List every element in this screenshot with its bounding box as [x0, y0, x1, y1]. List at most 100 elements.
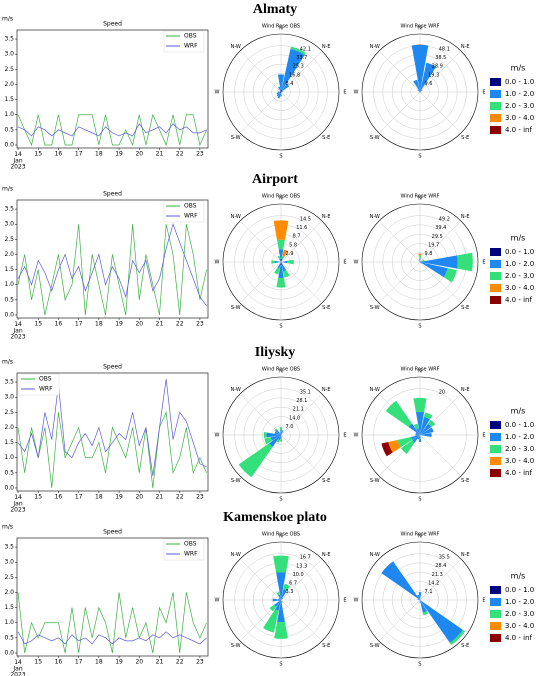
rose-bar: [397, 436, 413, 448]
grid-circle: [262, 73, 300, 111]
rose-bar: [278, 86, 281, 92]
rose-bar: [281, 89, 283, 92]
rose-bar: [278, 594, 281, 600]
y-tick-label: 0.0: [4, 649, 14, 656]
rose-bar: [238, 443, 273, 478]
rose-bar: [418, 253, 422, 256]
x-tick-label: 21: [156, 494, 164, 501]
direction-label: W: [354, 260, 359, 266]
r-tick-label: 20: [439, 390, 445, 396]
r-tick-label: 14.5: [300, 217, 311, 223]
rose-bar: [411, 44, 429, 92]
x-tick-label: 22: [176, 659, 184, 666]
direction-label: N-W: [231, 387, 241, 393]
y-tick-label: 0.5: [4, 126, 14, 133]
rose-bar: [277, 239, 285, 250]
x-tick-label: 19: [115, 151, 123, 158]
rose-bar: [281, 92, 282, 94]
y-tick-label: 1.0: [4, 454, 14, 461]
x-tick-label: 18: [95, 659, 103, 666]
legend-swatch: [490, 284, 501, 292]
rose-spoke: [239, 393, 282, 436]
plot-frame: [16, 537, 209, 657]
direction-label: W: [215, 260, 220, 266]
direction-label: N: [279, 534, 283, 540]
y-tick-label: 3.5: [4, 544, 14, 551]
legend-label: 2.0 - 3.0: [505, 102, 534, 110]
x-tick-label: 17: [75, 151, 83, 158]
x-tick-label: 15: [34, 321, 42, 328]
data-line: [17, 411, 207, 489]
rose-bar: [420, 91, 421, 92]
legend-label: OBS: [184, 203, 197, 210]
r-tick-label: 10.0: [293, 572, 304, 578]
r-tick-label: 25.3: [293, 64, 304, 70]
direction-label: N-W: [370, 214, 380, 220]
legend-label: 0.0 - 1.0: [505, 78, 534, 86]
rose-bar: [277, 92, 281, 99]
rose-spoke: [280, 220, 323, 263]
legend-swatch: [490, 126, 501, 134]
rose-bar: [385, 400, 413, 428]
y-tick-label: 3.5: [4, 36, 14, 43]
x-tick-label: 15: [34, 494, 42, 501]
legend-swatch: [490, 598, 501, 606]
rose-bar: [417, 89, 420, 92]
rose-bar: [276, 572, 286, 600]
rose-bar: [280, 91, 281, 92]
rose-bar: [381, 441, 393, 457]
y-tick-label: 2.0: [4, 251, 14, 258]
direction-label: S-E: [461, 478, 469, 484]
y-axis-label: m/s: [2, 16, 13, 23]
rose-bar: [279, 438, 283, 442]
x-tick-label: 15: [34, 151, 42, 158]
rose-bar: [280, 435, 282, 439]
rose-bar: [269, 604, 277, 612]
rose-bar: [279, 92, 281, 93]
rose-spoke: [419, 261, 462, 304]
rose-bar: [281, 255, 285, 260]
direction-label: S-W: [231, 305, 241, 311]
plot-frame: [16, 199, 209, 319]
direction-label: S-W: [231, 643, 241, 649]
legend-swatch: [490, 114, 501, 122]
legend-swatch: [490, 445, 501, 453]
data-line: [17, 123, 207, 137]
rose-bar: [420, 261, 421, 262]
rose-bar: [418, 255, 422, 259]
direction-label: S: [418, 662, 421, 668]
legend-label: 4.0 - inf: [505, 469, 532, 477]
direction-label: E: [343, 260, 346, 266]
rose-spoke: [419, 91, 462, 134]
rose-spoke: [239, 220, 282, 263]
rose-spoke: [378, 599, 421, 642]
rose-bar: [281, 83, 290, 92]
legend-label: WRF: [184, 213, 198, 220]
y-tick-label: 1.5: [4, 266, 14, 273]
r-tick-label: 7.1: [425, 589, 433, 595]
x-tick-label: 19: [115, 321, 123, 328]
rose-bar: [274, 621, 288, 639]
y-tick-label: 3.5: [4, 206, 14, 213]
rose-spoke: [378, 50, 421, 93]
chart-title: Wind Rose OBS: [262, 24, 300, 30]
direction-label: N-W: [231, 552, 241, 558]
grid-circle: [391, 571, 449, 629]
rose-bar: [280, 92, 281, 94]
legend-label: 3.0 - 4.0: [505, 457, 534, 465]
chart-title: Wind Rose OBS: [262, 194, 300, 200]
legend-swatch: [490, 260, 501, 268]
grid-circle: [401, 581, 439, 619]
legend-swatch: [490, 457, 501, 465]
rose-bar: [279, 435, 281, 437]
y-tick-label: 2.5: [4, 574, 14, 581]
rose-bar: [276, 439, 280, 443]
legend-label: 2.0 - 3.0: [505, 272, 534, 280]
legend-label: 1.0 - 2.0: [505, 433, 534, 441]
rose-bar: [273, 555, 289, 573]
grid-circle: [243, 397, 319, 473]
r-tick-label: 19.7: [428, 242, 439, 248]
rose-bar: [278, 249, 284, 259]
plot-frame: [16, 372, 209, 492]
legend-label: 1.0 - 2.0: [505, 260, 534, 268]
